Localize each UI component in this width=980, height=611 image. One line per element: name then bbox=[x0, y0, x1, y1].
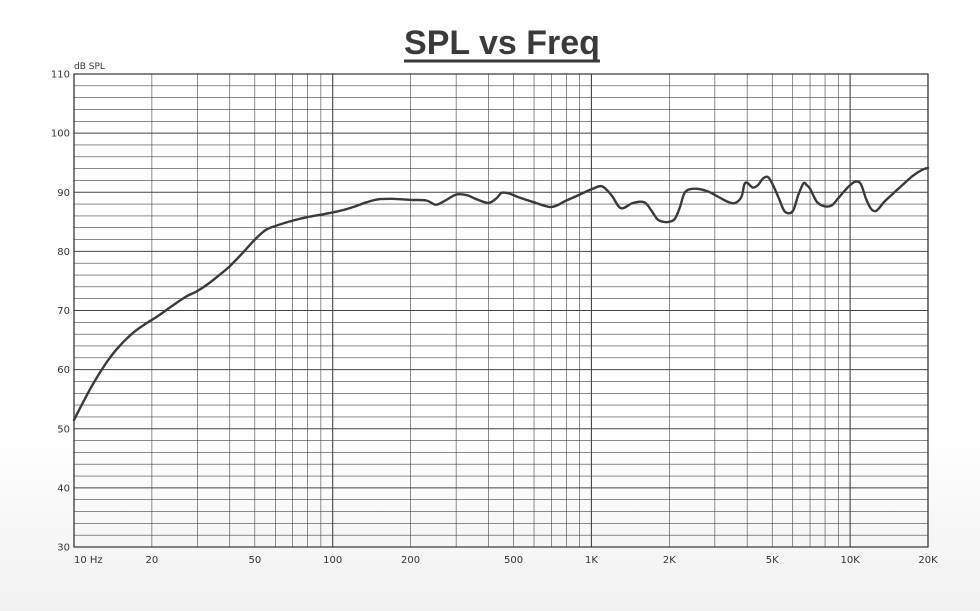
x-tick-label: 50 bbox=[248, 555, 261, 566]
x-tick-label: 2K bbox=[663, 555, 676, 566]
series-group bbox=[72, 166, 930, 422]
tick-labels: 30 40 50 60 70 80 90 100 110 10 Hz 20 50 100 200 500 1K… bbox=[51, 70, 938, 567]
y-tick-label: 100 bbox=[51, 129, 70, 140]
x-tick-label: 20K bbox=[918, 555, 938, 566]
y-tick-label: 90 bbox=[57, 188, 70, 199]
x-tick-label: 500 bbox=[504, 555, 523, 566]
plot-frame bbox=[73, 73, 929, 548]
x-tick-label: 100 bbox=[323, 555, 342, 566]
y-tick-label: 50 bbox=[57, 424, 70, 435]
y-tick-label: 40 bbox=[57, 483, 70, 494]
y-tick-label: 60 bbox=[57, 365, 70, 376]
y-tick-label: 110 bbox=[51, 70, 70, 81]
x-tick-label: 200 bbox=[401, 555, 420, 566]
spl-curve bbox=[72, 166, 930, 422]
x-tick-label: 10K bbox=[840, 555, 860, 566]
y-tick-label: 30 bbox=[57, 543, 70, 554]
x-tick-label: 1K bbox=[585, 555, 598, 566]
grid bbox=[73, 73, 929, 548]
y-tick-label: 80 bbox=[57, 247, 70, 258]
x-tick-label: 10 Hz bbox=[74, 555, 103, 566]
chart-title: SPL vs Freq bbox=[404, 24, 600, 62]
y-axis-label: dB SPL bbox=[74, 62, 105, 72]
y-tick-label: 70 bbox=[57, 306, 70, 317]
x-tick-label: 20 bbox=[146, 555, 159, 566]
x-tick-label: 5K bbox=[766, 555, 779, 566]
